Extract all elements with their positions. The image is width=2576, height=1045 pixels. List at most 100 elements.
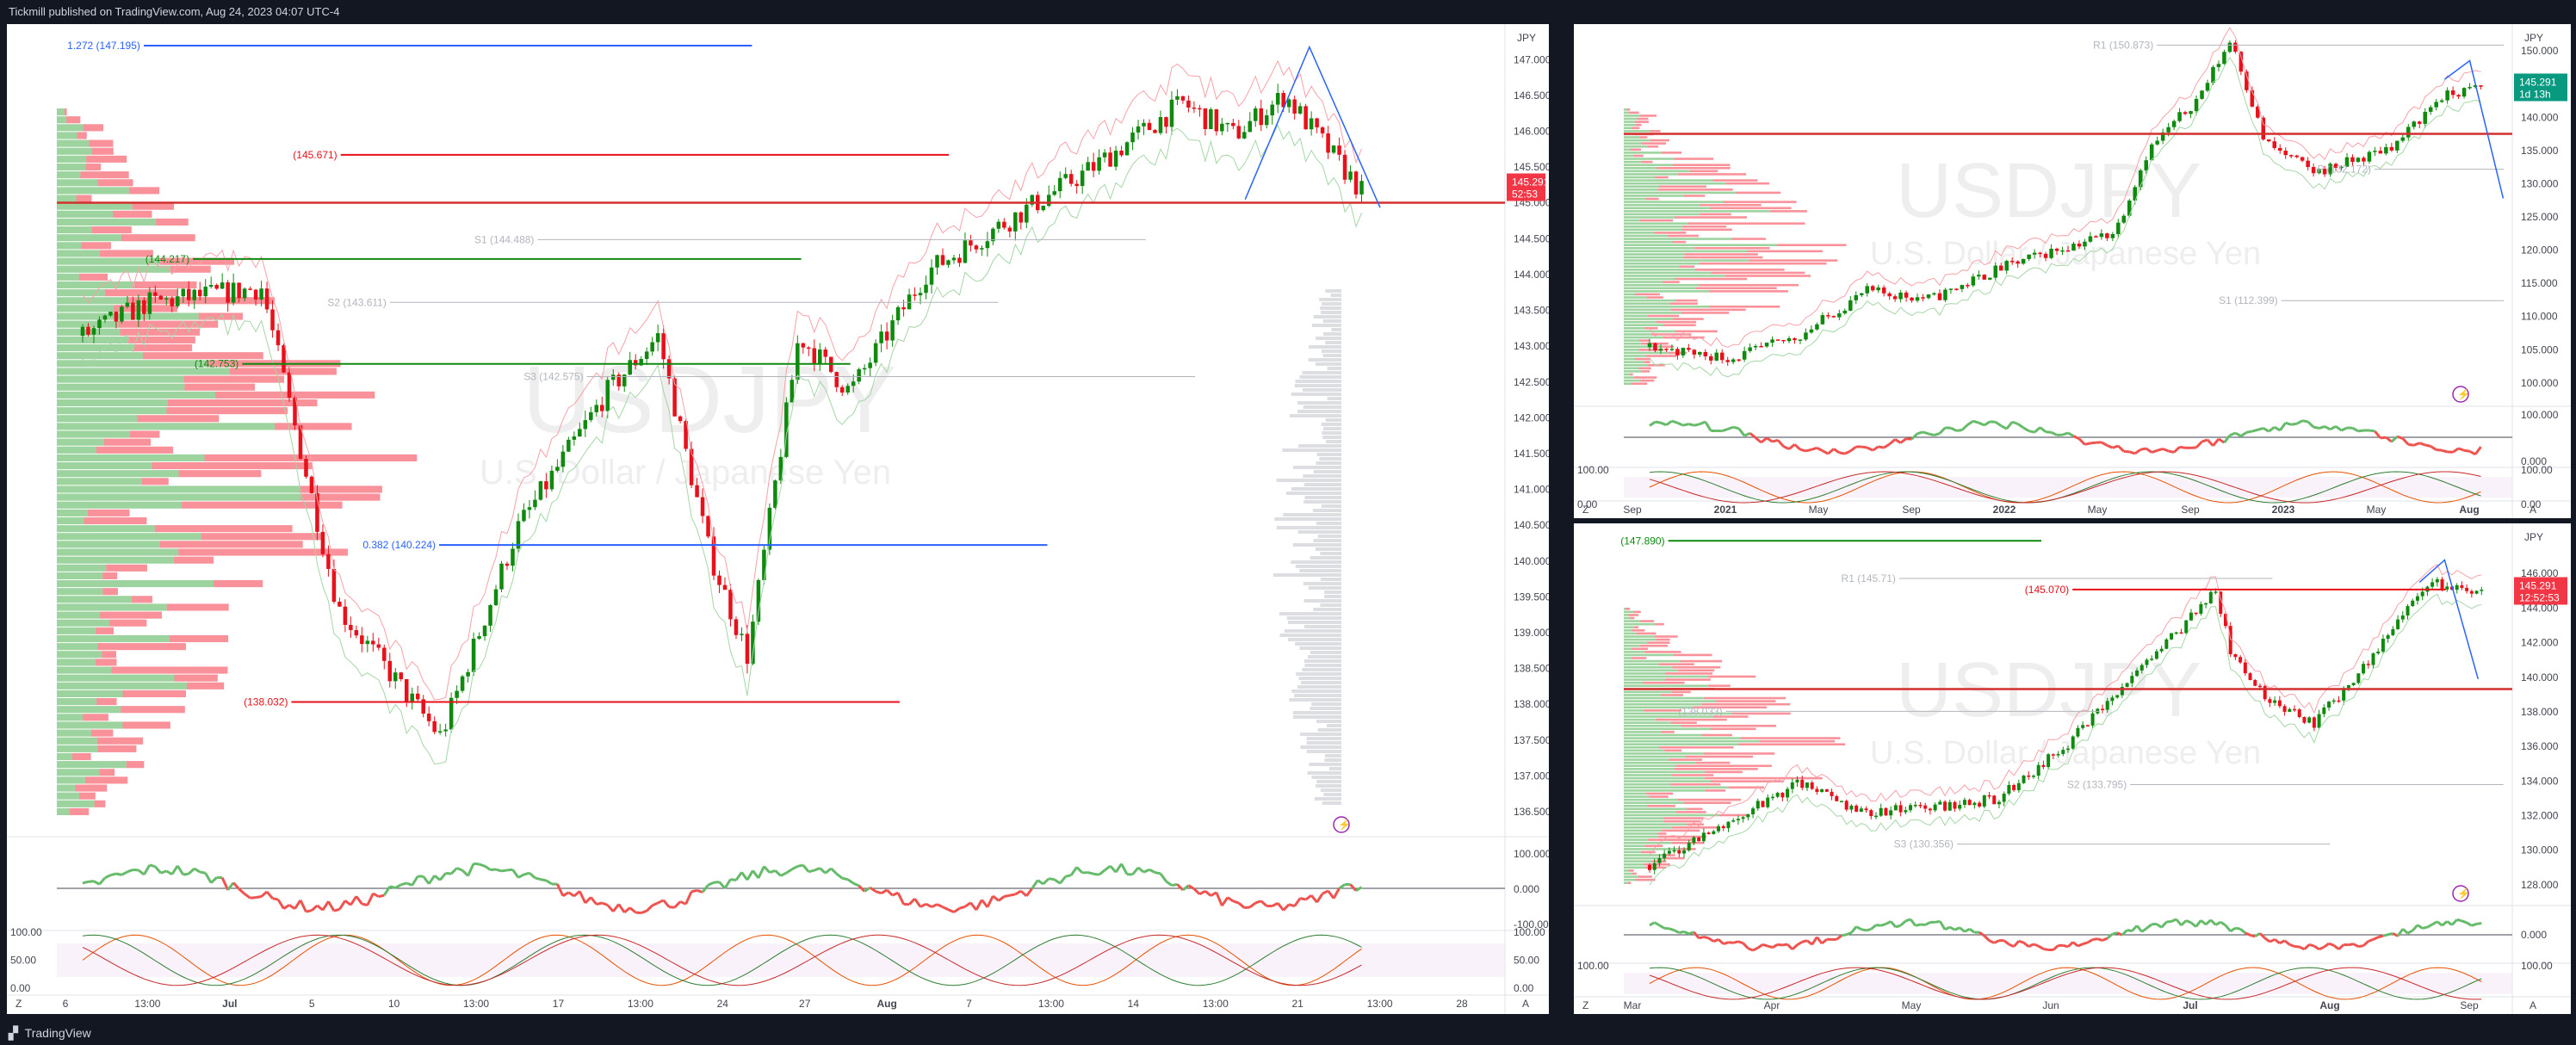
volume-profile-bar-up: [1624, 108, 1627, 111]
session-volume-bar: [1308, 358, 1341, 362]
candle-body: [2273, 700, 2277, 703]
osc-cci-segment: [1839, 451, 1846, 455]
candle-body: [1918, 805, 1923, 807]
osc-cci-segment: [947, 908, 955, 913]
osc-cci-segment: [2279, 939, 2286, 945]
candle-body: [924, 284, 928, 294]
osc-cci-segment: [2401, 437, 2410, 446]
volume-profile-bar-up: [57, 368, 230, 375]
candle-body: [1881, 287, 1886, 294]
volume-profile-bar-up: [1624, 829, 1663, 832]
zoom-button[interactable]: Z: [1582, 504, 1588, 516]
volume-profile-bar-down: [1680, 659, 1723, 663]
candle-body: [980, 248, 984, 250]
auto-scale-button[interactable]: A: [1522, 998, 1529, 1010]
osc-cci-segment: [1904, 918, 1911, 923]
candle-body: [1947, 801, 1952, 811]
candle-body: [2423, 111, 2427, 124]
projection-path[interactable]: [2418, 559, 2480, 680]
volume-profile-bar-down: [1731, 712, 1791, 715]
osc-cci-segment: [2328, 942, 2335, 947]
candle-body: [2164, 639, 2169, 649]
chart-panel-daily[interactable]: USDJPY U.S. Dollar / Japanese Yen JPY 146.0…: [1574, 523, 2571, 1014]
volume-profile-bar-up: [1624, 247, 1695, 250]
volume-profile-bar-down: [102, 651, 116, 659]
candle-body: [1775, 793, 1780, 797]
candle-body: [2283, 151, 2288, 156]
volume-profile-bar-up: [57, 391, 216, 399]
watermark-symbol: USDJPY: [1896, 647, 2201, 733]
osc-cci-segment: [1811, 446, 1817, 451]
candle-body: [220, 282, 225, 289]
candle-body: [2333, 164, 2338, 168]
zoom-button[interactable]: Z: [15, 998, 22, 1010]
projection-path[interactable]: [1244, 45, 1381, 208]
volume-profile-bar-up: [1624, 281, 1663, 283]
volume-profile-bar-up: [1624, 776, 1705, 780]
auto-scale-button[interactable]: A: [2530, 504, 2536, 516]
osc-cci-segment: [2146, 923, 2153, 930]
osc-cci-segment: [2101, 441, 2108, 447]
osc-cci-segment: [841, 876, 849, 881]
volume-profile-bar-down: [141, 478, 169, 485]
volume-profile-bar-up: [57, 116, 67, 124]
volume-profile-bar-up: [57, 611, 101, 619]
osc2-line: [82, 934, 1362, 986]
volume-profile-bar-up: [57, 375, 184, 383]
candle-body: [1320, 127, 1325, 133]
volume-profile-bar-up: [1624, 342, 1642, 345]
volume-profile-bar-down: [78, 792, 96, 800]
chart-panel-weekly[interactable]: USDJPY U.S. Dollar / Japanese Yen JPY 150.0…: [1574, 24, 2571, 518]
osc-cci-segment: [2062, 943, 2069, 949]
candle-body: [929, 267, 934, 285]
candle-body: [1971, 276, 1976, 286]
alert-lightning-icon[interactable]: [2452, 386, 2469, 403]
volume-profile-bar-up: [1624, 724, 1681, 727]
candle-body: [2465, 587, 2469, 591]
candle-body: [1982, 275, 1987, 280]
candle-body: [957, 257, 962, 263]
volume-profile-bar-down: [100, 250, 153, 257]
candle-body: [2211, 66, 2215, 83]
auto-scale-button[interactable]: A: [2530, 999, 2536, 1011]
osc-cci-segment: [975, 899, 983, 911]
osc-cci-segment: [2162, 448, 2170, 453]
volume-profile-bar-down: [1662, 829, 1700, 832]
alert-lightning-icon[interactable]: [2452, 885, 2469, 902]
volume-profile-bar-down: [1696, 761, 1731, 764]
osc-cci-segment: [596, 901, 603, 906]
osc-cci-segment: [2323, 942, 2330, 949]
y-tick-label: 150.000: [2521, 45, 2559, 57]
osc-cci-segment: [1053, 878, 1062, 885]
candle-body: [2400, 615, 2405, 620]
osc-cci-segment: [852, 881, 860, 887]
candle-body: [371, 640, 375, 645]
volume-profile-bar-down: [1694, 269, 1785, 271]
osc-cci-segment: [2005, 421, 2014, 430]
alert-lightning-icon[interactable]: [1333, 816, 1350, 833]
candle-body: [1180, 96, 1186, 101]
session-volume-bar: [1319, 298, 1341, 301]
osc-cci-segment: [2037, 944, 2045, 950]
osc-cci-segment: [2133, 448, 2142, 455]
osc-cci-segment: [1304, 894, 1313, 901]
candle-body: [884, 331, 889, 341]
osc-cci-segment: [623, 906, 631, 914]
osc-cci-segment: [2170, 918, 2177, 923]
zoom-button[interactable]: Z: [1582, 999, 1588, 1011]
projection-path[interactable]: [2443, 59, 2505, 199]
volume-profile-bar-down: [1663, 324, 1696, 327]
volume-profile-bar-up: [1624, 216, 1675, 219]
osc-cci-segment: [1861, 445, 1867, 449]
candle-body: [745, 634, 750, 665]
candle-body: [1742, 350, 1747, 360]
y-tick-label: 140.500: [1514, 519, 1549, 531]
candle-body: [421, 699, 425, 714]
session-volume-bar: [1316, 780, 1341, 783]
volume-profile-bar-down: [102, 588, 118, 596]
chart-panel-main[interactable]: USDJPY U.S. Dollar / Japanese Yen JPY 147.0…: [7, 24, 1549, 1014]
osc-cci-segment: [1037, 879, 1044, 886]
